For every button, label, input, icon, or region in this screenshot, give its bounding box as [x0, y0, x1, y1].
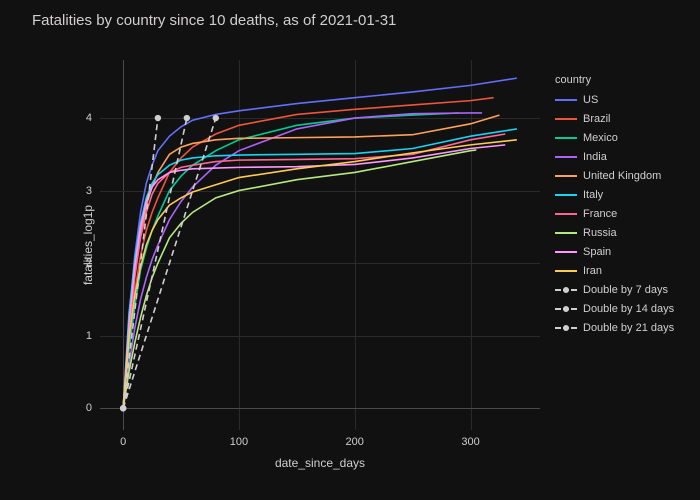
legend-item[interactable]: Brazil	[555, 109, 674, 128]
series-line[interactable]	[123, 113, 459, 408]
legend-label: France	[583, 208, 617, 220]
series-line[interactable]	[123, 118, 187, 408]
legend-swatch	[555, 170, 577, 182]
series-marker	[120, 405, 126, 411]
legend-swatch	[555, 303, 577, 315]
series-line[interactable]	[123, 98, 494, 409]
legend-item[interactable]: Italy	[555, 185, 674, 204]
x-tick-label: 0	[120, 436, 126, 448]
legend-item[interactable]: United Kingdom	[555, 166, 674, 185]
legend-label: Mexico	[583, 132, 618, 144]
y-tick-label: 0	[86, 402, 92, 414]
series-line[interactable]	[123, 140, 517, 408]
legend-item[interactable]: France	[555, 204, 674, 223]
legend-swatch	[555, 322, 577, 334]
series-marker	[213, 115, 219, 121]
legend-item[interactable]: Double by 14 days	[555, 299, 674, 318]
series-marker	[184, 115, 190, 121]
legend-swatch	[555, 151, 577, 163]
series-line[interactable]	[123, 150, 476, 408]
legend-item[interactable]: Russia	[555, 223, 674, 242]
x-tick-label: 300	[461, 436, 479, 448]
x-axis-title: date_since_days	[275, 456, 365, 470]
legend-label: India	[583, 151, 607, 163]
x-tick-label: 100	[230, 436, 248, 448]
series-line[interactable]	[123, 118, 158, 408]
series-line[interactable]	[123, 113, 482, 408]
legend-item[interactable]: Iran	[555, 261, 674, 280]
series-line[interactable]	[123, 134, 505, 408]
legend-swatch	[555, 94, 577, 106]
legend: country US Brazil Mexico India United Kingdo…	[555, 74, 674, 337]
legend-label: United Kingdom	[583, 170, 661, 182]
series-line[interactable]	[123, 145, 505, 408]
legend-item[interactable]: US	[555, 90, 674, 109]
y-axis-title: fatalities_log1p	[81, 205, 95, 285]
legend-label: US	[583, 94, 598, 106]
legend-label: Double by 7 days	[583, 284, 668, 296]
legend-swatch	[555, 265, 577, 277]
legend-label: Spain	[583, 246, 611, 258]
legend-swatch	[555, 132, 577, 144]
legend-swatch	[555, 113, 577, 125]
plot-area[interactable]: 0100200300 01234 date_since_days fatalit…	[100, 60, 540, 430]
legend-label: Russia	[583, 227, 617, 239]
legend-item[interactable]: Double by 7 days	[555, 280, 674, 299]
legend-item[interactable]: Double by 21 days	[555, 318, 674, 337]
legend-title: country	[555, 74, 674, 86]
legend-swatch	[555, 246, 577, 258]
legend-swatch	[555, 208, 577, 220]
series-svg	[100, 60, 540, 430]
legend-swatch	[555, 189, 577, 201]
series-marker	[155, 115, 161, 121]
chart-title: Fatalities by country since 10 deaths, a…	[32, 12, 396, 29]
legend-label: Iran	[583, 265, 602, 277]
legend-swatch	[555, 284, 577, 296]
legend-label: Double by 14 days	[583, 303, 674, 315]
series-line[interactable]	[123, 78, 517, 408]
legend-label: Brazil	[583, 113, 611, 125]
y-tick-label: 4	[86, 112, 92, 124]
legend-label: Italy	[583, 189, 603, 201]
legend-item[interactable]: India	[555, 147, 674, 166]
y-tick-label: 3	[86, 185, 92, 197]
legend-item[interactable]: Mexico	[555, 128, 674, 147]
legend-item[interactable]: Spain	[555, 242, 674, 261]
legend-label: Double by 21 days	[583, 322, 674, 334]
x-tick-label: 200	[346, 436, 364, 448]
y-tick-label: 1	[86, 330, 92, 342]
legend-swatch	[555, 227, 577, 239]
